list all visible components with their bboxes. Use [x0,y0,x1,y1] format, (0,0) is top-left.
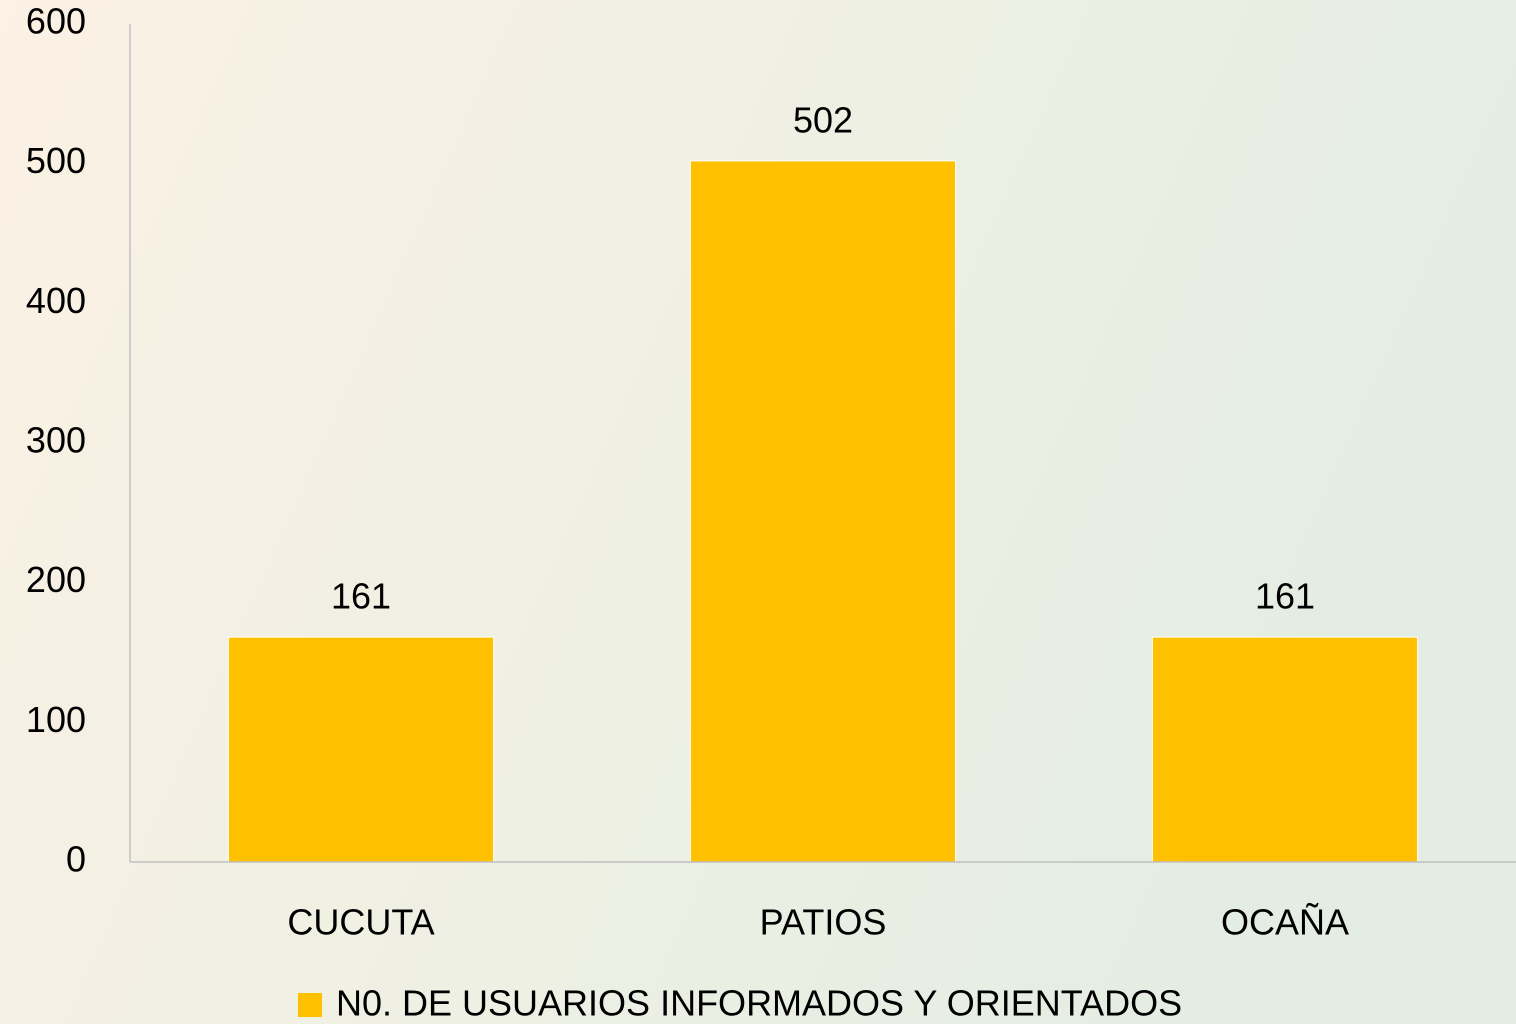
bar [227,636,495,863]
legend-swatch [298,993,322,1017]
data-label: 161 [331,576,391,617]
y-tick-label: 200 [26,559,86,600]
y-tick-label: 400 [26,280,86,321]
y-tick-label: 0 [66,839,86,880]
data-label: 502 [793,99,853,140]
legend-label: N0. DE USUARIOS INFORMADOS Y ORIENTADOS [336,983,1182,1024]
bar [689,160,957,863]
x-tick-label: OCAÑA [1221,902,1349,943]
x-tick-label: CUCUTA [287,902,434,943]
bar [1151,636,1419,863]
y-tick-label: 100 [26,699,86,740]
data-label: 161 [1255,576,1315,617]
y-tick-label: 300 [26,420,86,461]
x-tick-label: PATIOS [760,902,887,943]
y-tick-label: 600 [26,1,86,42]
y-tick-label: 500 [26,140,86,181]
